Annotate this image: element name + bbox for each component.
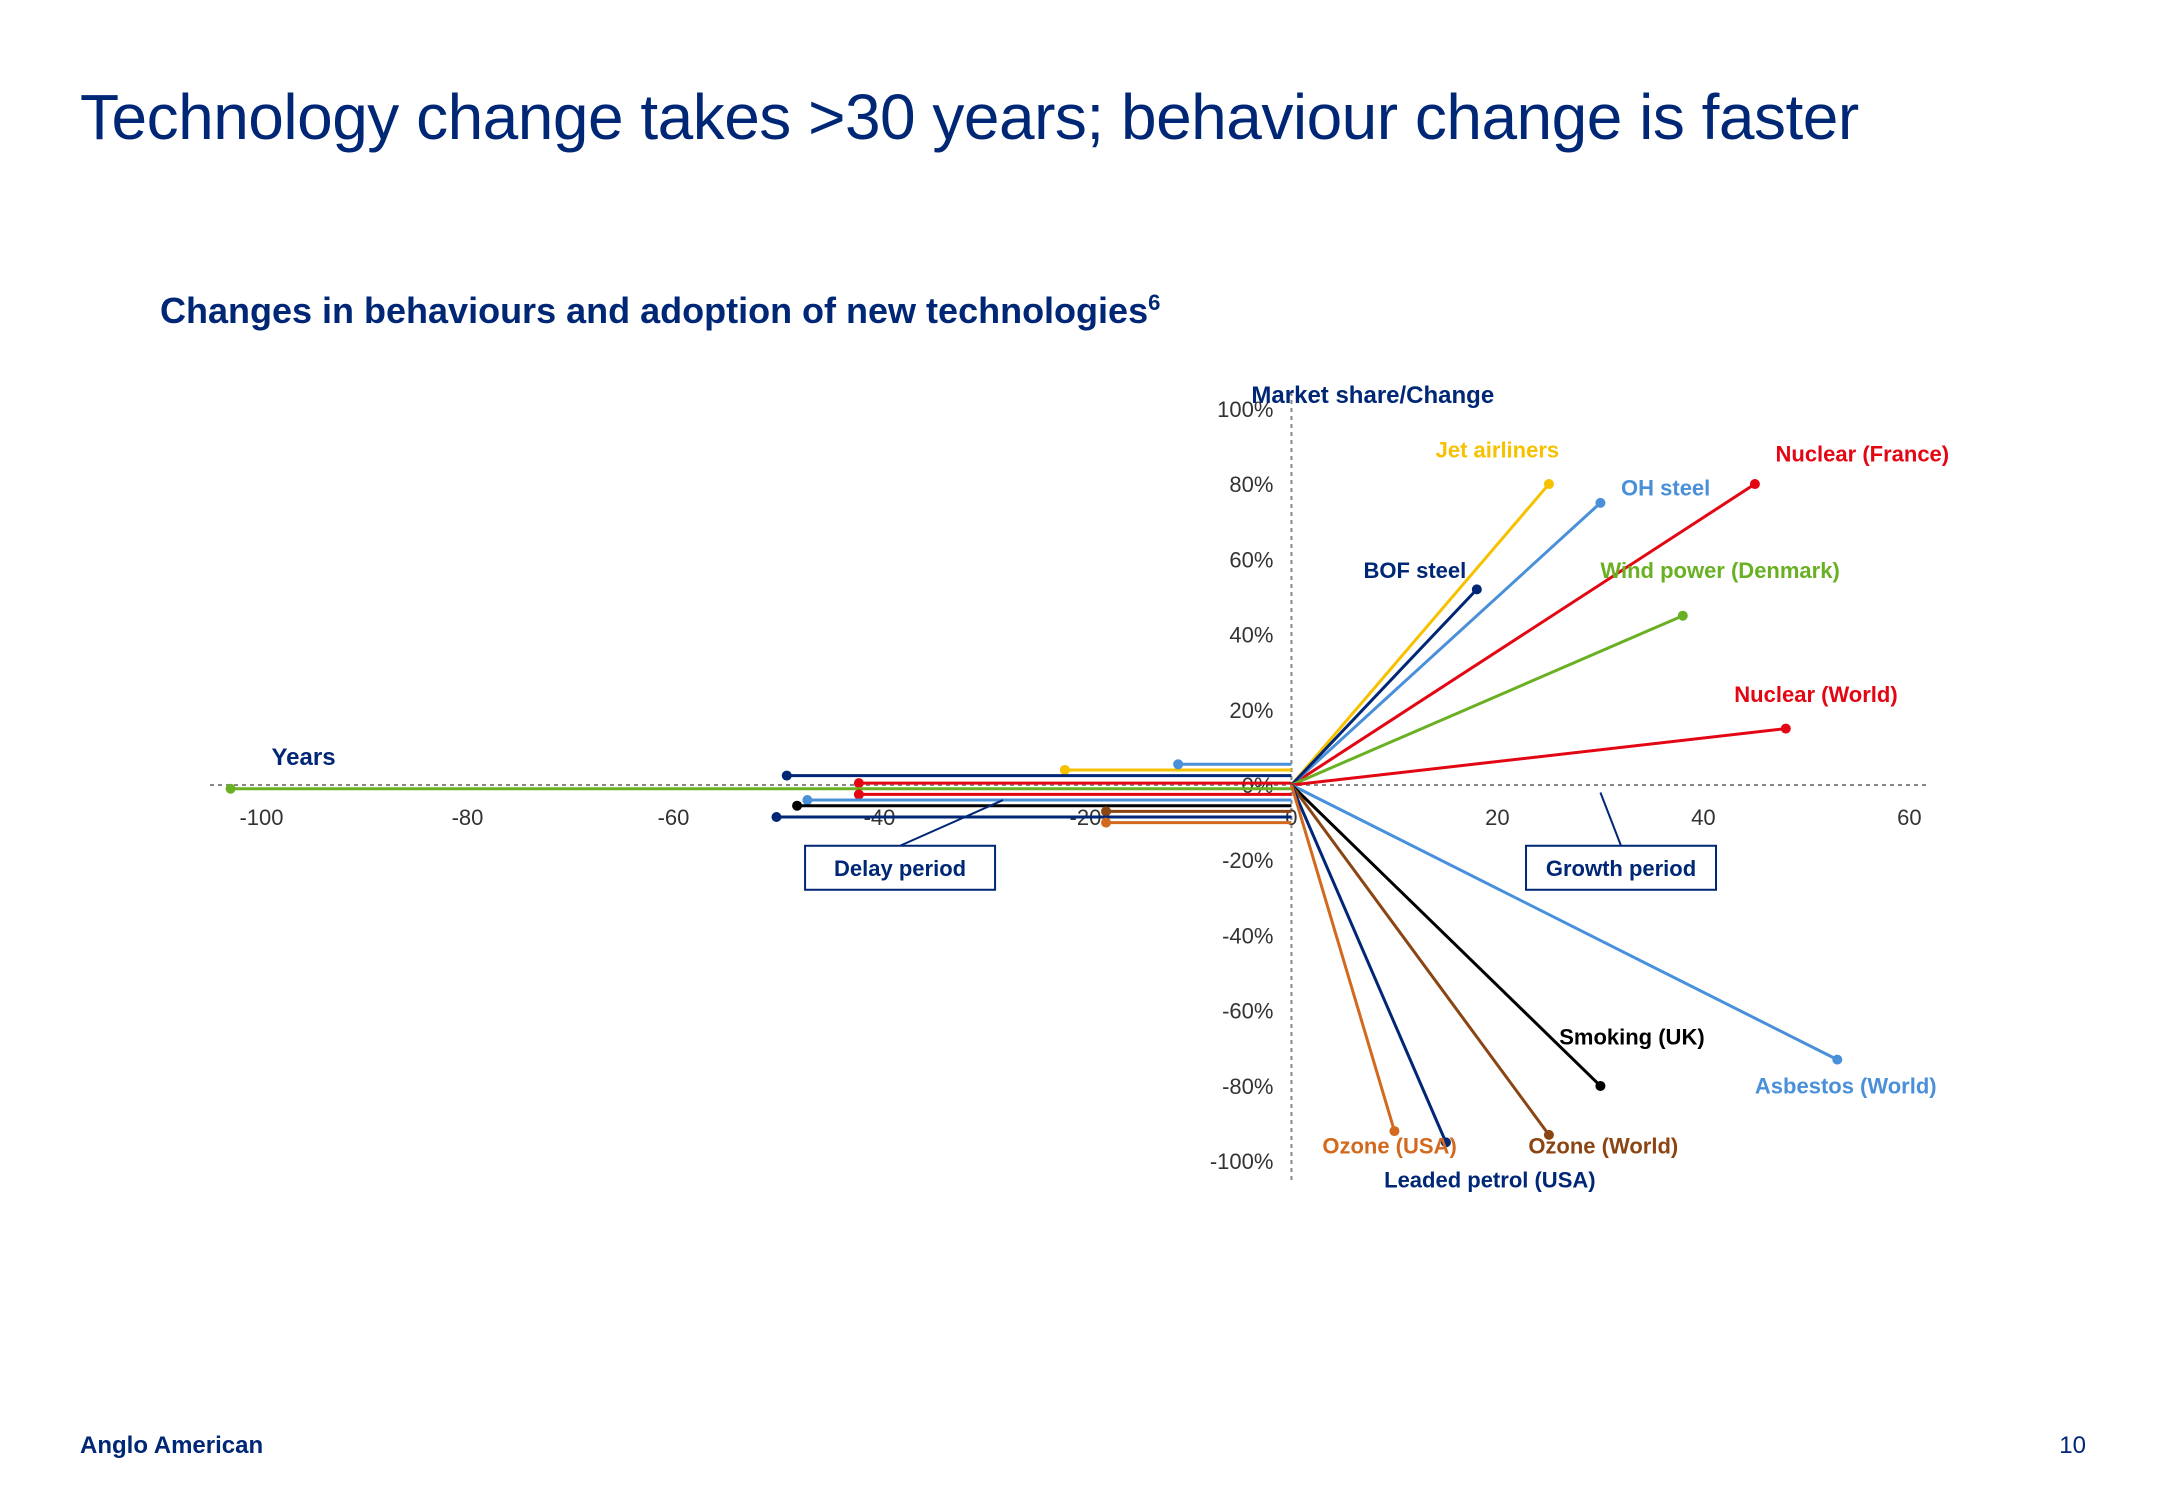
series-post-line bbox=[1291, 484, 1548, 785]
series-start-marker bbox=[771, 812, 781, 822]
slide: Technology change takes >30 years; behav… bbox=[0, 0, 2166, 1500]
x-tick-label: 60 bbox=[1897, 805, 1921, 830]
line-chart: -100-80-60-40-200204060-100%-80%-60%-40%… bbox=[160, 360, 1980, 1240]
series-start-marker bbox=[1060, 765, 1070, 775]
y-tick-label: -20% bbox=[1222, 848, 1273, 873]
y-tick-label: -100% bbox=[1210, 1149, 1274, 1174]
series-start-marker bbox=[802, 795, 812, 805]
series-label: Ozone (World) bbox=[1528, 1134, 1678, 1159]
subtitle-footnote: 6 bbox=[1148, 290, 1160, 315]
series-end-marker bbox=[1678, 611, 1688, 621]
series-post-line bbox=[1291, 589, 1476, 785]
x-tick-label: -80 bbox=[452, 805, 484, 830]
series-start-marker bbox=[1101, 818, 1111, 828]
series-label: Jet airliners bbox=[1436, 438, 1560, 463]
series-start-marker bbox=[1173, 759, 1183, 769]
x-tick-label: 20 bbox=[1485, 805, 1509, 830]
x-axis-title: Years bbox=[271, 744, 335, 771]
annotation-text: Growth period bbox=[1546, 856, 1696, 881]
series-start-marker bbox=[854, 778, 864, 788]
series-end-marker bbox=[1544, 479, 1554, 489]
series-start-marker bbox=[226, 784, 236, 794]
footer-brand: Anglo American bbox=[80, 1432, 263, 1460]
slide-title: Technology change takes >30 years; behav… bbox=[80, 80, 1859, 154]
series-wind-denmark: Wind power (Denmark) bbox=[226, 558, 1840, 794]
series-start-marker bbox=[1101, 806, 1111, 816]
y-tick-label: -40% bbox=[1222, 923, 1273, 948]
series-end-marker bbox=[1832, 1055, 1842, 1065]
y-tick-label: 20% bbox=[1229, 698, 1273, 723]
series-post-line bbox=[1291, 503, 1600, 785]
series-end-marker bbox=[1472, 584, 1482, 594]
series-label: Wind power (Denmark) bbox=[1600, 558, 1839, 583]
series-end-marker bbox=[1750, 479, 1760, 489]
y-tick-label: 40% bbox=[1229, 623, 1273, 648]
y-tick-label: 80% bbox=[1229, 472, 1273, 497]
y-axis-title: Market share/Change bbox=[1251, 382, 1494, 409]
annotation-leader bbox=[1600, 793, 1621, 846]
series-bof-steel: BOF steel bbox=[782, 558, 1482, 785]
series-label: Nuclear (France) bbox=[1776, 441, 1950, 466]
series-end-marker bbox=[1595, 498, 1605, 508]
chart-container: -100-80-60-40-200204060-100%-80%-60%-40%… bbox=[160, 360, 1980, 1240]
series-post-line bbox=[1291, 616, 1682, 785]
series-label: Asbestos (World) bbox=[1755, 1073, 1937, 1098]
series-label: OH steel bbox=[1621, 475, 1710, 500]
series-post-line bbox=[1291, 785, 1837, 1060]
series-start-marker bbox=[792, 801, 802, 811]
page-number: 10 bbox=[2059, 1432, 2086, 1460]
x-tick-label: 40 bbox=[1691, 805, 1715, 830]
series-ozone-world: Ozone (World) bbox=[1101, 785, 1678, 1159]
slide-subtitle: Changes in behaviours and adoption of ne… bbox=[160, 290, 1160, 332]
series-start-marker bbox=[782, 771, 792, 781]
series-start-marker bbox=[854, 789, 864, 799]
series-label: Leaded petrol (USA) bbox=[1384, 1168, 1595, 1193]
series-end-marker bbox=[1781, 724, 1791, 734]
subtitle-text: Changes in behaviours and adoption of ne… bbox=[160, 290, 1148, 331]
x-tick-label: -100 bbox=[239, 805, 283, 830]
x-tick-label: -60 bbox=[658, 805, 690, 830]
series-label: BOF steel bbox=[1364, 558, 1467, 583]
series-post-line bbox=[1291, 785, 1600, 1086]
series-end-marker bbox=[1595, 1081, 1605, 1091]
series-label: Nuclear (World) bbox=[1734, 682, 1897, 707]
annotation-text: Delay period bbox=[834, 856, 966, 881]
y-tick-label: 60% bbox=[1229, 547, 1273, 572]
series-label: Smoking (UK) bbox=[1559, 1025, 1704, 1050]
series-label: Ozone (USA) bbox=[1322, 1134, 1456, 1159]
series-jet-airliners: Jet airliners bbox=[1060, 438, 1559, 785]
y-tick-label: -80% bbox=[1222, 1074, 1273, 1099]
y-tick-label: -60% bbox=[1222, 999, 1273, 1024]
